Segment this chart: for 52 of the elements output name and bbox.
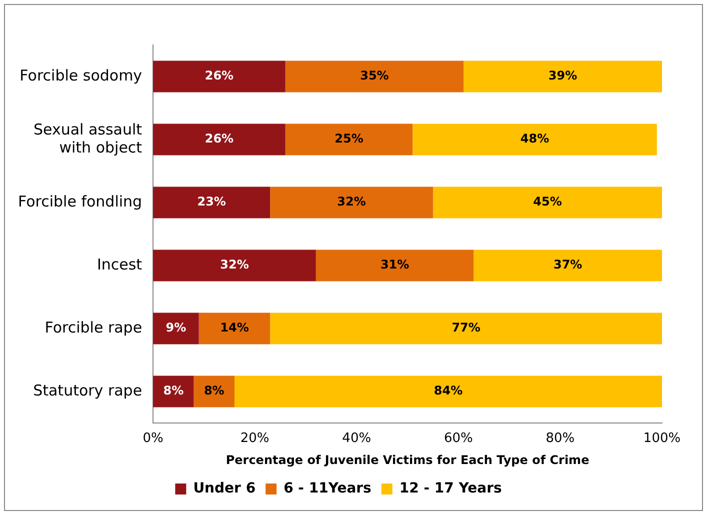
bar: [153, 60, 286, 92]
bar: [153, 124, 286, 156]
data-label: 77%: [452, 320, 480, 335]
bar: [153, 250, 316, 282]
data-label: 8%: [204, 384, 224, 398]
bar: [153, 186, 270, 218]
legend-label: Under 6: [193, 480, 256, 497]
data-label: 14%: [220, 320, 249, 335]
bar: [412, 124, 657, 156]
data-label: 39%: [548, 68, 578, 83]
bar: [432, 186, 662, 218]
data-label: 26%: [204, 68, 234, 83]
bar: [153, 312, 199, 344]
x-tick-label: 60%: [444, 431, 473, 446]
data-label: 48%: [520, 132, 550, 146]
data-label: 8%: [163, 384, 184, 398]
x-tick-label: 100%: [643, 431, 681, 446]
data-label: 32%: [220, 258, 249, 272]
bar: [153, 376, 194, 408]
y-tick-label: Forcible sodomy: [20, 66, 142, 84]
bar: [285, 60, 464, 92]
y-tick-label: Statutory rape: [33, 381, 142, 400]
data-label: 9%: [166, 320, 186, 335]
legend-label: 12 - 17 Years: [399, 480, 502, 497]
data-label: 32%: [337, 194, 366, 209]
bar: [234, 376, 662, 408]
data-label: 84%: [434, 384, 463, 398]
bar: [464, 60, 662, 92]
x-axis-title: Percentage of Juvenile Victims for Each Type of Crime: [226, 452, 590, 467]
x-tick-label: 20%: [240, 431, 270, 446]
bar: [285, 124, 413, 156]
bar: [474, 250, 662, 282]
data-label: 31%: [380, 258, 410, 272]
bar: [270, 186, 433, 218]
x-tick-label: 80%: [546, 431, 575, 446]
y-tick-label: Incest: [96, 255, 142, 274]
data-label: 23%: [197, 194, 226, 209]
legend-label: 6 - 11Years: [284, 480, 372, 497]
y-tick-label: Forcible rape: [44, 318, 142, 336]
bar: [270, 312, 662, 344]
data-label: 35%: [360, 68, 389, 83]
data-label: 26%: [204, 132, 234, 146]
x-tick-label: 0%: [142, 431, 164, 446]
data-label: 25%: [334, 132, 364, 146]
y-tick-label: Forcible fondling: [18, 192, 142, 210]
bar: [198, 312, 270, 344]
bar: [316, 250, 474, 282]
data-label: 37%: [553, 258, 582, 272]
y-tick-label: Sexual assault with object: [33, 120, 142, 156]
bar: [194, 376, 234, 408]
data-label: 45%: [533, 194, 562, 209]
x-tick-label: 40%: [342, 431, 372, 446]
